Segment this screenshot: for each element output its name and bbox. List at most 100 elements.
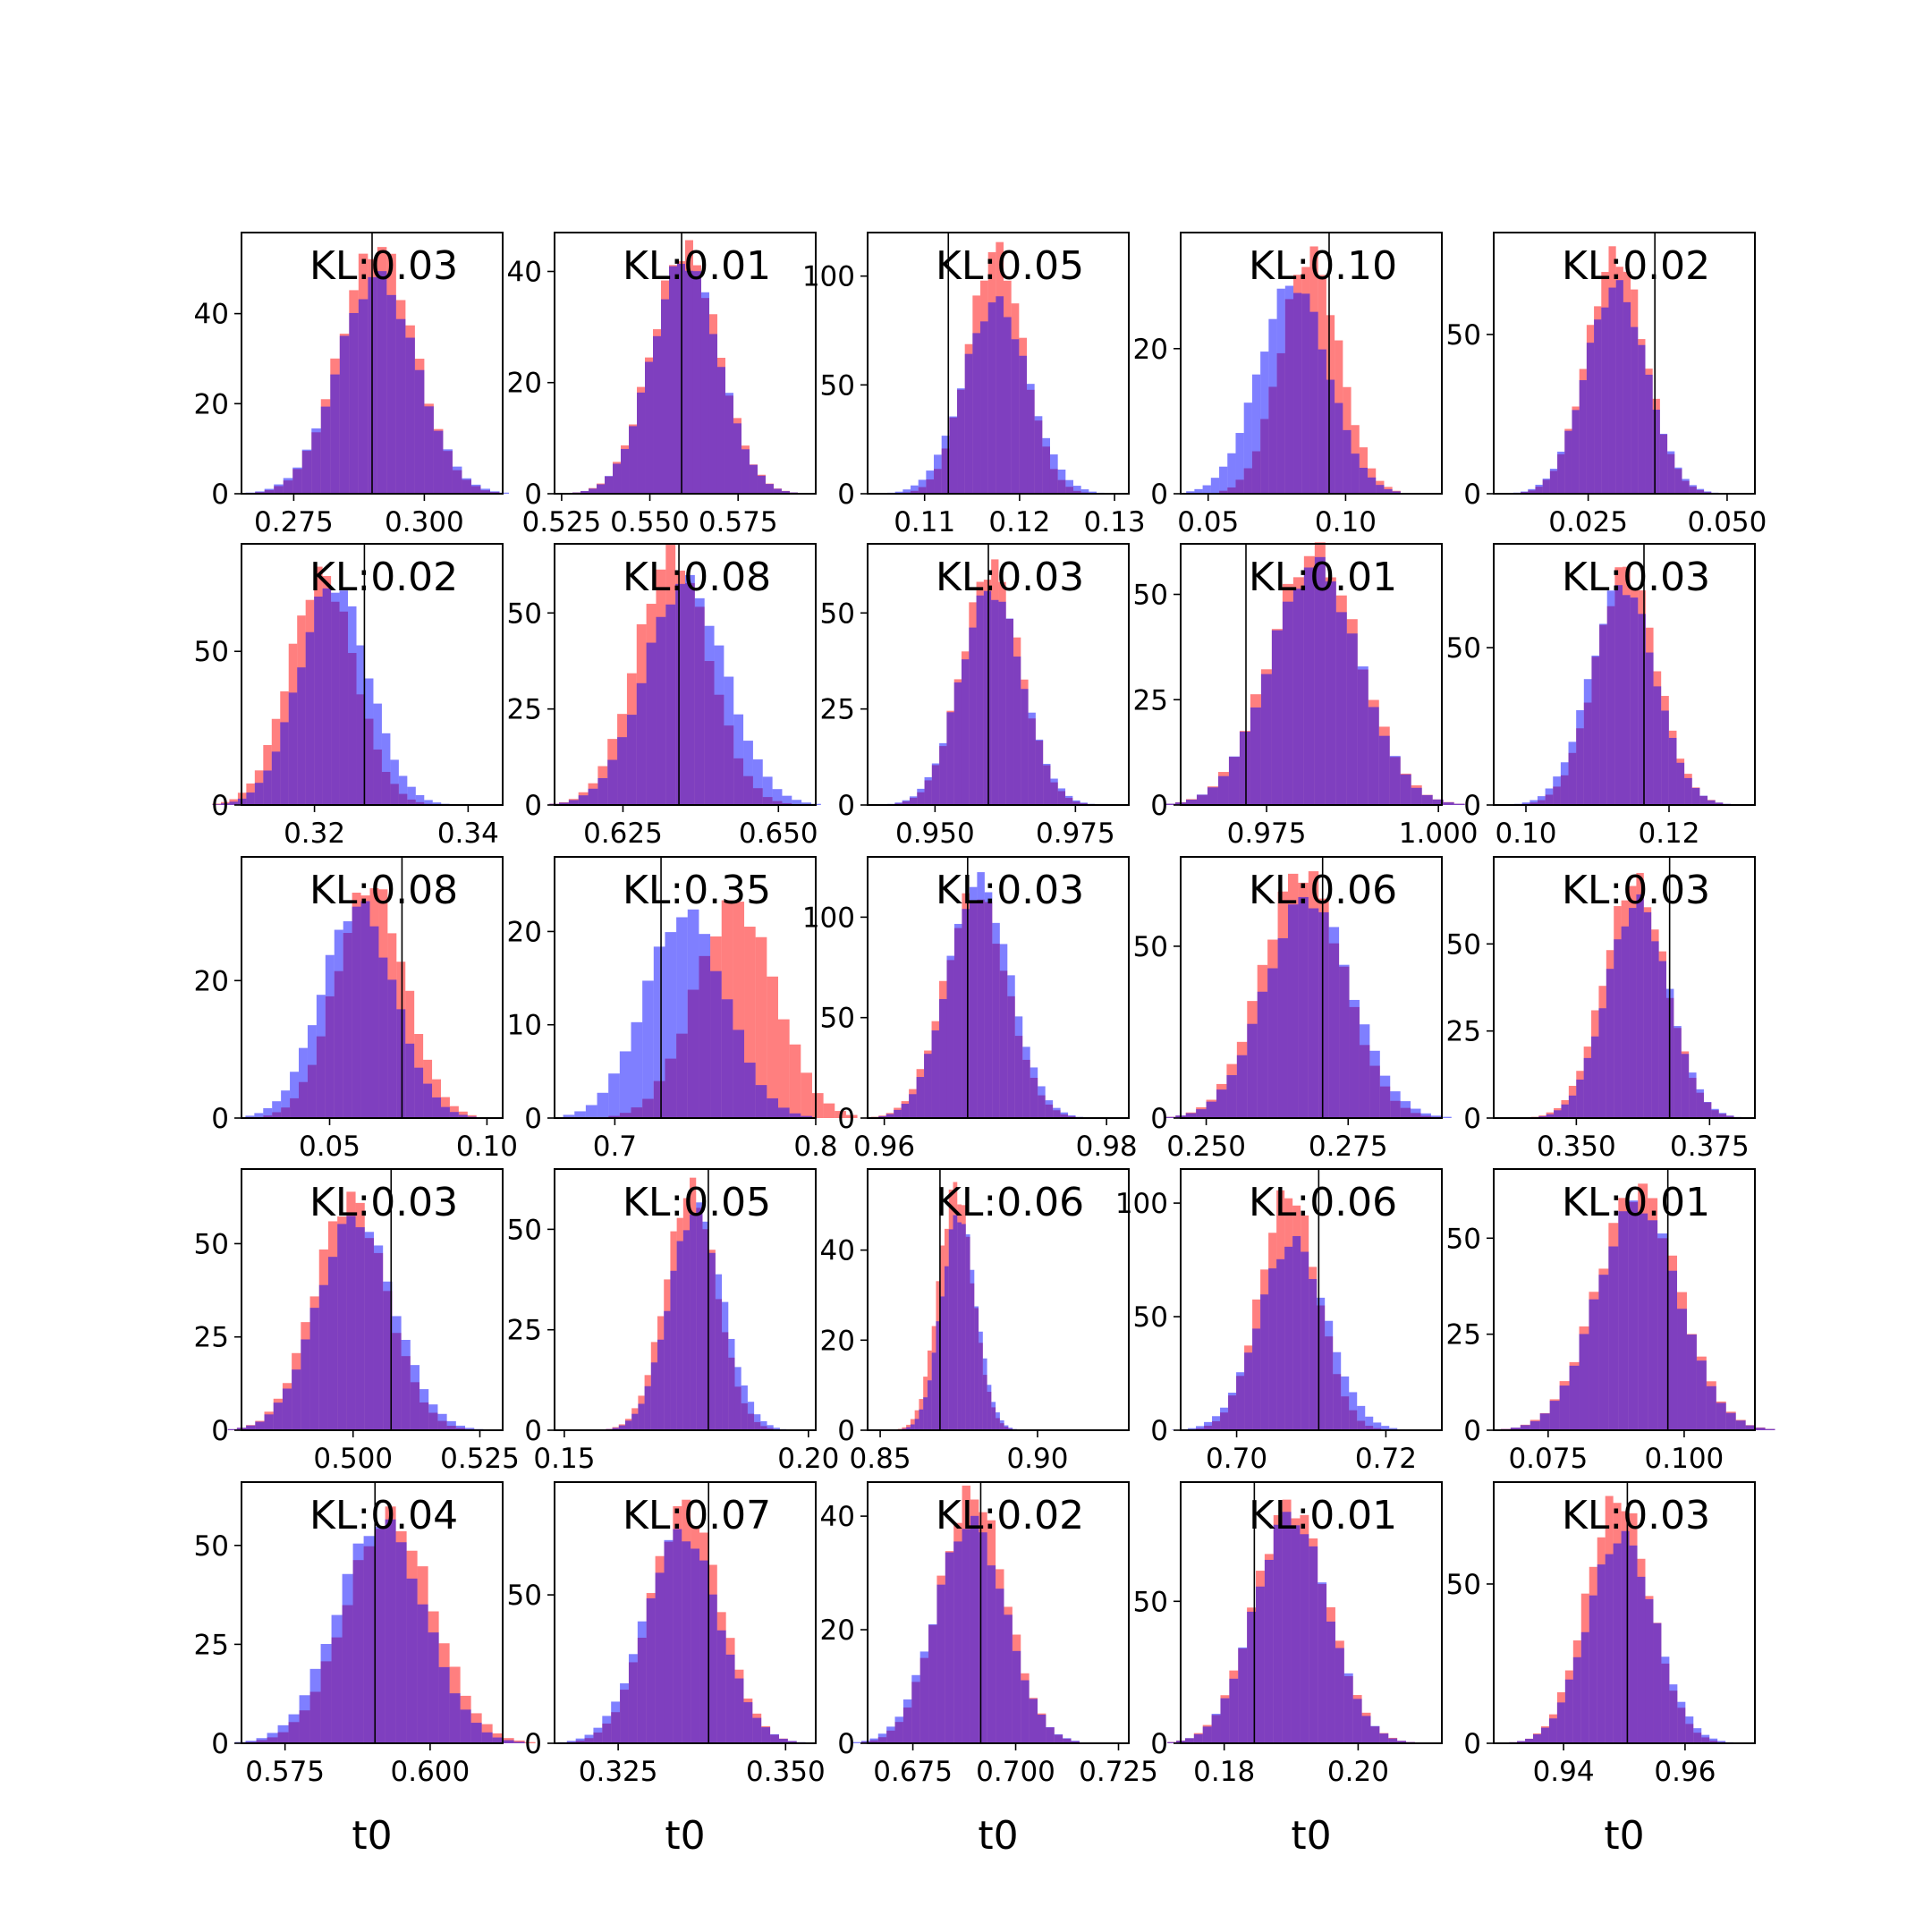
posterior-bar xyxy=(563,1114,575,1118)
posterior-bar xyxy=(1676,762,1685,805)
posterior-bar xyxy=(1621,1530,1630,1743)
posterior-bar xyxy=(970,1269,975,1430)
posterior-bar xyxy=(1260,674,1272,805)
posterior-bar xyxy=(1681,1054,1690,1118)
posterior-bar xyxy=(1012,1650,1021,1743)
posterior-bar xyxy=(1677,1309,1687,1430)
posterior-bar xyxy=(220,803,230,805)
y-tick-label: 40 xyxy=(820,1235,855,1267)
posterior-bar xyxy=(1318,911,1329,1118)
posterior-bar xyxy=(722,1301,729,1430)
posterior-bar xyxy=(1202,485,1211,494)
posterior-bar xyxy=(327,1257,338,1430)
posterior-bar xyxy=(1376,485,1385,494)
posterior-bar xyxy=(1545,788,1554,805)
y-tick-label: 50 xyxy=(194,1228,229,1260)
posterior-bar xyxy=(1696,1089,1704,1118)
posterior-bar xyxy=(961,659,970,805)
posterior-bar xyxy=(1432,799,1444,805)
posterior-bar xyxy=(869,1738,878,1743)
subplot-15: 0.350 0.375 0 25 50 KL:0.03 xyxy=(1446,856,1756,1163)
posterior-bar xyxy=(1057,470,1066,494)
posterior-bar xyxy=(271,751,281,805)
y-tick-label: 50 xyxy=(194,1530,229,1563)
kl-annotation: KL:0.05 xyxy=(623,1180,771,1225)
posterior-bar xyxy=(334,929,343,1118)
posterior-bar xyxy=(910,1424,915,1430)
x-tick-label: 0.20 xyxy=(777,1443,839,1475)
posterior-bar xyxy=(432,802,442,805)
x-tick-label: 0.250 xyxy=(1166,1131,1246,1163)
posterior-bar xyxy=(489,491,500,494)
y-tick-label: 50 xyxy=(507,1214,542,1246)
y-tick-label: 20 xyxy=(820,1325,855,1357)
posterior-bar xyxy=(656,616,666,805)
posterior-bar xyxy=(894,802,902,805)
posterior-bar xyxy=(1196,1426,1205,1430)
posterior-bar xyxy=(612,1428,619,1430)
posterior-bar xyxy=(962,1529,970,1743)
x-tick-label: 0.300 xyxy=(385,506,464,538)
posterior-bar xyxy=(309,1308,319,1430)
kl-annotation: KL:0.01 xyxy=(1249,1493,1397,1538)
posterior-bar xyxy=(690,1214,697,1430)
posterior-bar xyxy=(733,1030,745,1118)
posterior-bar xyxy=(957,388,965,494)
posterior-bar xyxy=(1537,796,1546,805)
y-tick-label: 0 xyxy=(1150,1728,1168,1760)
posterior-bar xyxy=(1726,1115,1734,1118)
posterior-bar xyxy=(953,682,962,805)
posterior-bar xyxy=(311,428,321,494)
posterior-bar xyxy=(1554,1110,1562,1118)
subplot-5: 0.025 0.050 0 50 KL:0.02 xyxy=(1446,232,1767,538)
posterior-bar xyxy=(1042,437,1050,494)
posterior-bar xyxy=(1630,597,1639,805)
posterior-bar xyxy=(924,1054,932,1118)
posterior-bar xyxy=(299,1047,308,1118)
posterior-bar xyxy=(1043,763,1051,805)
posterior-bar xyxy=(1564,1679,1573,1743)
posterior-bar xyxy=(1072,486,1081,494)
posterior-bar xyxy=(781,491,790,494)
posterior-bar xyxy=(996,1589,1004,1743)
posterior-bar xyxy=(462,478,471,494)
posterior-bar xyxy=(1411,787,1422,805)
posterior-bar xyxy=(708,1252,716,1430)
posterior-bar xyxy=(1614,939,1622,1118)
posterior-bar xyxy=(307,1025,317,1118)
posterior-bar xyxy=(902,489,911,494)
posterior-bar xyxy=(1668,737,1677,805)
posterior-bar xyxy=(653,335,662,494)
posterior-bar xyxy=(1022,1046,1030,1118)
posterior-bar xyxy=(255,491,265,494)
posterior-bar xyxy=(588,788,598,805)
posterior-bar xyxy=(1349,1392,1358,1430)
posterior-bar xyxy=(322,588,332,805)
posterior-bar xyxy=(578,795,589,805)
x-tick-label: 0.70 xyxy=(1206,1443,1267,1475)
posterior-bar xyxy=(1207,787,1218,805)
posterior-bar xyxy=(316,995,326,1118)
posterior-histogram xyxy=(245,901,477,1118)
posterior-histogram xyxy=(902,1215,1017,1430)
axes-frame xyxy=(241,856,504,1119)
posterior-bar xyxy=(1689,485,1697,494)
posterior-bar xyxy=(1378,735,1390,805)
posterior-bar xyxy=(401,1339,411,1430)
posterior-bar xyxy=(1645,652,1654,805)
posterior-bar xyxy=(246,1425,256,1430)
subplot-10: 0.10 0.12 0 50 KL:0.03 xyxy=(1446,543,1756,850)
y-tick-label: 40 xyxy=(194,299,229,331)
posterior-bar xyxy=(364,678,374,805)
posterior-histogram xyxy=(1167,1512,1415,1743)
posterior-bar xyxy=(1652,410,1660,494)
y-tick-label: 25 xyxy=(820,694,855,726)
posterior-bar xyxy=(1658,961,1666,1118)
posterior-bar xyxy=(1165,1116,1176,1118)
posterior-bar xyxy=(685,574,695,805)
posterior-bar xyxy=(699,1560,708,1743)
posterior-bar xyxy=(894,1109,902,1118)
posterior-bar xyxy=(387,979,397,1118)
posterior-bar xyxy=(513,1741,525,1743)
